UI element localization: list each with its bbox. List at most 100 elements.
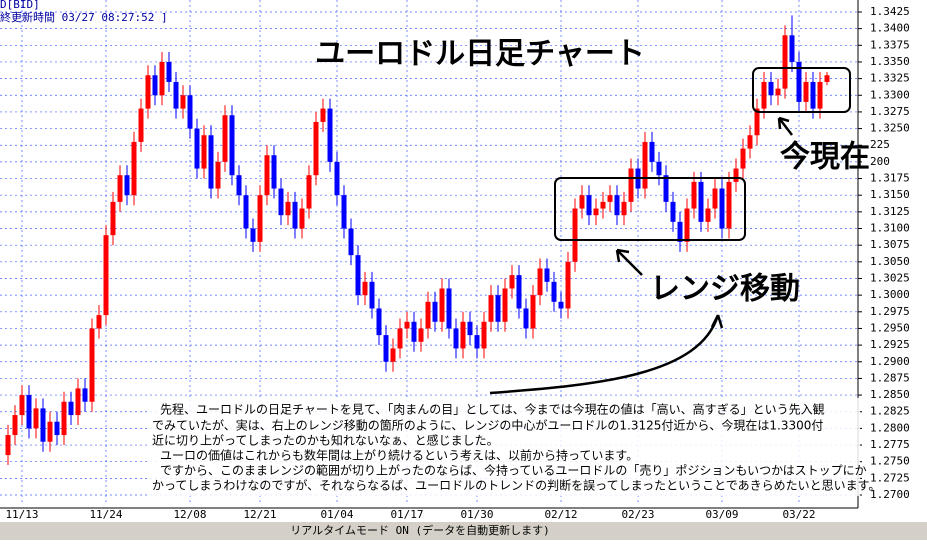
y-tick-label: 1.3150 — [870, 188, 910, 201]
arrow — [489, 314, 724, 395]
candle-body — [810, 81, 816, 109]
candle-body — [390, 348, 396, 362]
header: 終更新時間 03/27 08:27:52 ] — [0, 10, 168, 24]
candle-body — [481, 321, 487, 349]
candle-body — [257, 195, 263, 242]
candle-body — [138, 108, 144, 142]
candle-body — [208, 135, 214, 189]
candle-body — [663, 175, 669, 202]
candle-body — [299, 208, 305, 229]
note-line: でみていたが、実は、右上のレンジ移動の箇所のように、レンジの中心がユーロドルの1… — [152, 418, 823, 433]
candle-body — [432, 301, 438, 322]
note-line: 先程、ユーロドルの日足チャートを見て、「肉まんの目」としては、今までは今現在の値… — [160, 402, 825, 417]
candle-body — [110, 201, 116, 236]
candle-body — [621, 201, 627, 216]
y-tick-label: 1.3050 — [870, 255, 910, 268]
candle-body — [131, 141, 137, 196]
candle-body — [754, 108, 760, 136]
candle-body — [33, 408, 39, 429]
candle-body — [411, 321, 417, 342]
candle-body — [292, 201, 298, 229]
candle-body — [264, 155, 270, 196]
candle-body — [229, 115, 235, 176]
candle-body — [733, 168, 739, 182]
y-tick-label: 1.2850 — [870, 388, 910, 401]
arrow — [777, 116, 793, 136]
candle-body — [789, 35, 795, 62]
candle-body — [712, 188, 718, 209]
candle-body — [691, 181, 697, 209]
y-tick-label: 1.2800 — [870, 421, 910, 434]
candle-body — [180, 95, 186, 109]
note-box — [148, 398, 860, 496]
annotation: 今現在 — [780, 140, 870, 175]
candle-body — [96, 315, 102, 329]
candle-body — [194, 128, 200, 169]
candle-body — [404, 321, 410, 329]
candle-body — [271, 155, 277, 189]
candle-body — [614, 195, 620, 216]
candle-body — [19, 395, 25, 416]
y-tick-label: 225 — [870, 138, 890, 151]
y-tick-label: 1.3125 — [870, 205, 910, 218]
note-line: ですから、このままレンジの範囲が切り上がったのならば、今持っているユーロドルの「… — [160, 463, 867, 478]
y-tick-label: 1.3025 — [870, 271, 910, 284]
candle-body — [572, 208, 578, 262]
candle-body — [537, 268, 543, 296]
candle-body — [341, 195, 347, 229]
candle-body — [530, 295, 536, 329]
candle-body — [817, 81, 823, 109]
note-line: かってしまうわけなのですが、それならなるば、ユーロドルのトレンドの判断を誤ってし… — [152, 478, 880, 493]
y-tick-label: 1.2775 — [870, 438, 910, 451]
candle-body — [159, 61, 165, 96]
candle-body — [201, 135, 207, 169]
candle-body — [334, 161, 340, 196]
candle-body — [502, 288, 508, 322]
y-tick-label: 1.3300 — [870, 88, 910, 101]
candle-body — [47, 421, 53, 442]
candle-body — [383, 335, 389, 362]
y-tick-label: 1.3275 — [870, 105, 910, 118]
candle-body — [446, 288, 452, 329]
candle-body — [670, 201, 676, 222]
candle-body — [558, 301, 564, 309]
candle-body — [628, 168, 634, 202]
candle-body — [824, 75, 830, 82]
x-tick-label: 12/08 — [173, 508, 206, 521]
candle-body — [250, 228, 256, 242]
status-text: リアルタイムモード ON (データを自動更新します) — [290, 523, 549, 537]
candle-body — [719, 188, 725, 229]
header: D[BID] — [0, 0, 40, 11]
y-tick-label: 1.2700 — [870, 488, 910, 501]
candle-body — [551, 281, 557, 302]
candle-body — [488, 295, 494, 322]
candle-body — [600, 201, 606, 209]
current-box — [752, 67, 851, 113]
candle-body — [117, 175, 123, 202]
candle-body — [418, 328, 424, 342]
y-tick-label: 1.2725 — [870, 471, 910, 484]
y-tick-label: 1.3425 — [870, 5, 910, 18]
candle-body — [607, 195, 613, 202]
candle-body — [222, 115, 228, 162]
candle-body — [747, 135, 753, 149]
candle-body — [544, 268, 550, 282]
candle-body — [103, 235, 109, 316]
y-tick-label: 1.3400 — [870, 22, 910, 35]
candle-body — [327, 108, 333, 162]
candle-body — [453, 328, 459, 349]
candle-body — [166, 61, 172, 82]
candle-body — [285, 201, 291, 216]
candle-body — [376, 308, 382, 336]
note-line: 近に切り上がってしまったのかも知れないなぁ、と感じました。 — [152, 433, 499, 448]
candle-body — [439, 288, 445, 322]
status-bar — [0, 522, 927, 540]
y-tick-label: 1.2950 — [870, 321, 910, 334]
x-tick-label: 01/04 — [320, 508, 353, 521]
note-line: ユーロの価値はこれからも数年間は上がり続けるという考えは、以前から持っています。 — [160, 448, 638, 463]
candle-body — [579, 195, 585, 209]
x-tick-label: 02/12 — [544, 508, 577, 521]
candle-body — [348, 228, 354, 256]
candle-body — [313, 121, 319, 176]
